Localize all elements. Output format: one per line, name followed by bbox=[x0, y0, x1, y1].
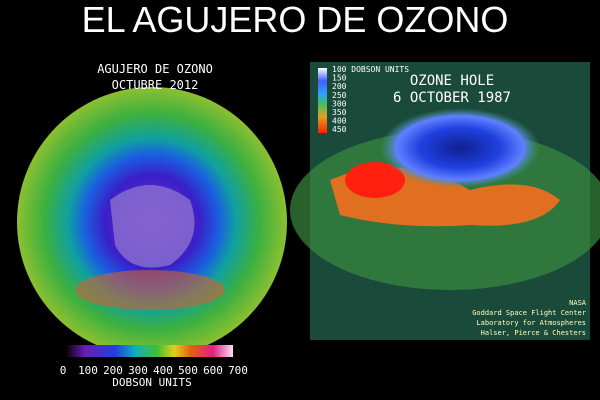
colorbar-ticks: 0 100 200 300 400 500 600 700 bbox=[60, 364, 248, 377]
credit-line: Laboratory for Atmospheres bbox=[476, 319, 586, 327]
colorbar-label: 350 bbox=[332, 108, 347, 117]
colorbar-tick-label: 500 bbox=[178, 364, 198, 377]
colorbar-label: 150 bbox=[332, 74, 347, 83]
colorbar-label: 400 bbox=[332, 117, 347, 126]
antarctica bbox=[110, 185, 195, 268]
colorbar-tick-label: 0 bbox=[60, 364, 67, 377]
colorbar-tick-label: 700 bbox=[228, 364, 248, 377]
globe-band bbox=[75, 270, 225, 310]
credit-line: NASA bbox=[569, 299, 587, 307]
colorbar-label: 450 bbox=[332, 125, 347, 134]
credit-line: Halser, Pierce & Chesters bbox=[481, 329, 586, 337]
colorbar bbox=[318, 68, 327, 133]
colorbar-tick-label: 100 bbox=[78, 364, 98, 377]
right-title: 6 OCTOBER 1987 bbox=[393, 90, 511, 106]
colorbar-label: 250 bbox=[332, 91, 347, 100]
credit-line: Goddard Space Flight Center bbox=[472, 309, 586, 317]
colorbar-label: 200 bbox=[332, 82, 347, 91]
ozone-peak bbox=[345, 162, 405, 198]
left-title: OCTUBRE 2012 bbox=[112, 78, 199, 92]
colorbar-label: 100 DOBSON UNITS bbox=[332, 65, 409, 74]
colorbar-tick-label: 600 bbox=[203, 364, 223, 377]
colorbar-label: DOBSON UNITS bbox=[112, 376, 191, 389]
page-title: EL AGUJERO DE OZONO bbox=[82, 0, 509, 40]
colorbar bbox=[65, 345, 233, 357]
colorbar-tick-label: 300 bbox=[128, 364, 148, 377]
left-title: AGUJERO DE OZONO bbox=[97, 62, 213, 76]
colorbar-tick-label: 400 bbox=[153, 364, 173, 377]
credits: NASA Goddard Space Flight Center Laborator… bbox=[472, 299, 587, 337]
colorbar-tick-label: 200 bbox=[103, 364, 123, 377]
ozone-hole bbox=[380, 108, 540, 188]
right-title: OZONE HOLE bbox=[410, 73, 494, 89]
colorbar-label: 300 bbox=[332, 99, 347, 108]
